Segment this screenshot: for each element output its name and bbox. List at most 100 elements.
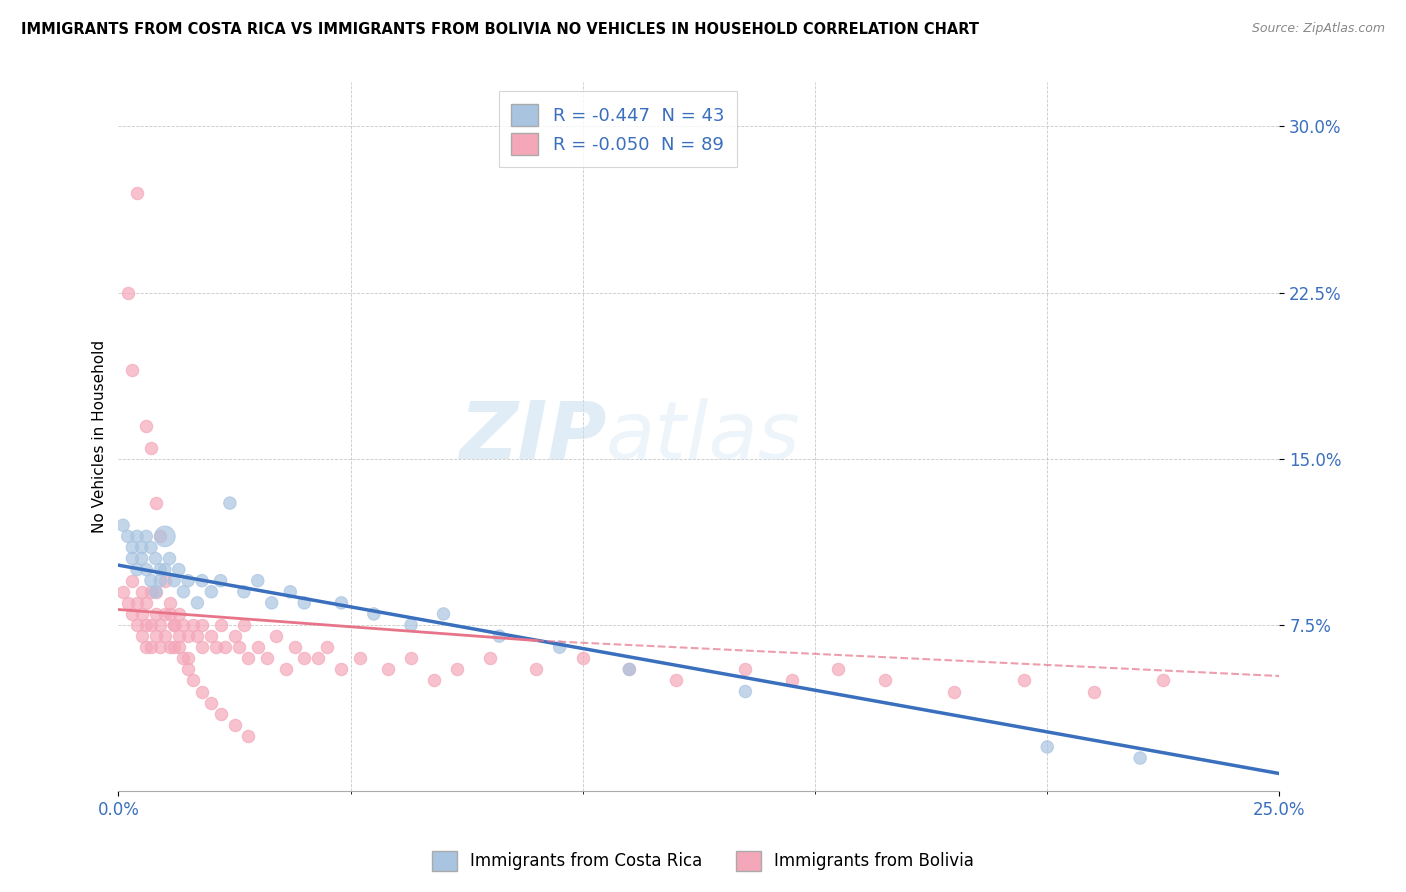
Point [548,640,571,655]
Point [827,662,849,676]
Point [209,706,232,721]
Point [149,529,172,543]
Point [131,551,153,566]
Point [177,574,200,588]
Point [172,651,194,665]
Point [149,640,172,655]
Point [159,551,181,566]
Point [780,673,803,688]
Point [139,574,162,588]
Point [256,651,278,665]
Point [246,574,269,588]
Point [159,607,181,621]
Point [1083,684,1105,698]
Point [1012,673,1035,688]
Point [117,596,139,610]
Point [186,596,208,610]
Point [153,629,176,643]
Point [135,618,157,632]
Point [121,574,143,588]
Text: atlas: atlas [606,398,801,475]
Point [943,684,966,698]
Point [121,607,143,621]
Point [423,673,446,688]
Point [191,684,214,698]
Point [205,640,228,655]
Point [153,529,176,543]
Point [153,607,176,621]
Point [131,541,153,555]
Point [131,607,153,621]
Point [117,285,139,300]
Point [349,651,371,665]
Point [149,618,172,632]
Point [172,618,194,632]
Point [209,574,232,588]
Point [131,629,153,643]
Point [145,584,167,599]
Point [177,662,200,676]
Point [167,629,190,643]
Point [159,596,181,610]
Point [163,618,186,632]
Point [135,563,157,577]
Point [377,662,399,676]
Point [149,574,172,588]
Point [167,607,190,621]
Point [125,529,148,543]
Point [200,629,222,643]
Point [139,441,162,455]
Point [121,363,143,377]
Point [125,596,148,610]
Point [139,541,162,555]
Point [131,584,153,599]
Point [145,551,167,566]
Point [232,584,254,599]
Point [224,718,246,732]
Point [224,629,246,643]
Point [117,529,139,543]
Point [1129,751,1152,765]
Point [284,640,307,655]
Point [135,596,157,610]
Point [200,584,222,599]
Point [214,640,236,655]
Point [266,629,288,643]
Text: ZIP: ZIP [458,398,606,475]
Point [172,584,194,599]
Point [399,651,422,665]
Point [488,629,510,643]
Point [121,551,143,566]
Point [191,574,214,588]
Point [292,651,315,665]
Point [238,729,260,743]
Point [228,640,250,655]
Point [619,662,641,676]
Legend: Immigrants from Costa Rica, Immigrants from Bolivia: Immigrants from Costa Rica, Immigrants f… [423,842,983,880]
Point [163,574,186,588]
Point [145,584,167,599]
Point [274,662,297,676]
Point [1036,739,1059,754]
Point [432,607,454,621]
Point [316,640,339,655]
Point [200,696,222,710]
Point [112,518,135,533]
Point [665,673,688,688]
Point [330,662,353,676]
Point [135,418,157,433]
Point [163,618,186,632]
Point [181,618,204,632]
Point [330,596,353,610]
Point [112,584,135,599]
Point [873,673,896,688]
Point [278,584,301,599]
Point [163,640,186,655]
Point [125,563,148,577]
Point [572,651,595,665]
Point [139,640,162,655]
Point [734,684,756,698]
Point [135,529,157,543]
Point [153,574,176,588]
Point [153,563,176,577]
